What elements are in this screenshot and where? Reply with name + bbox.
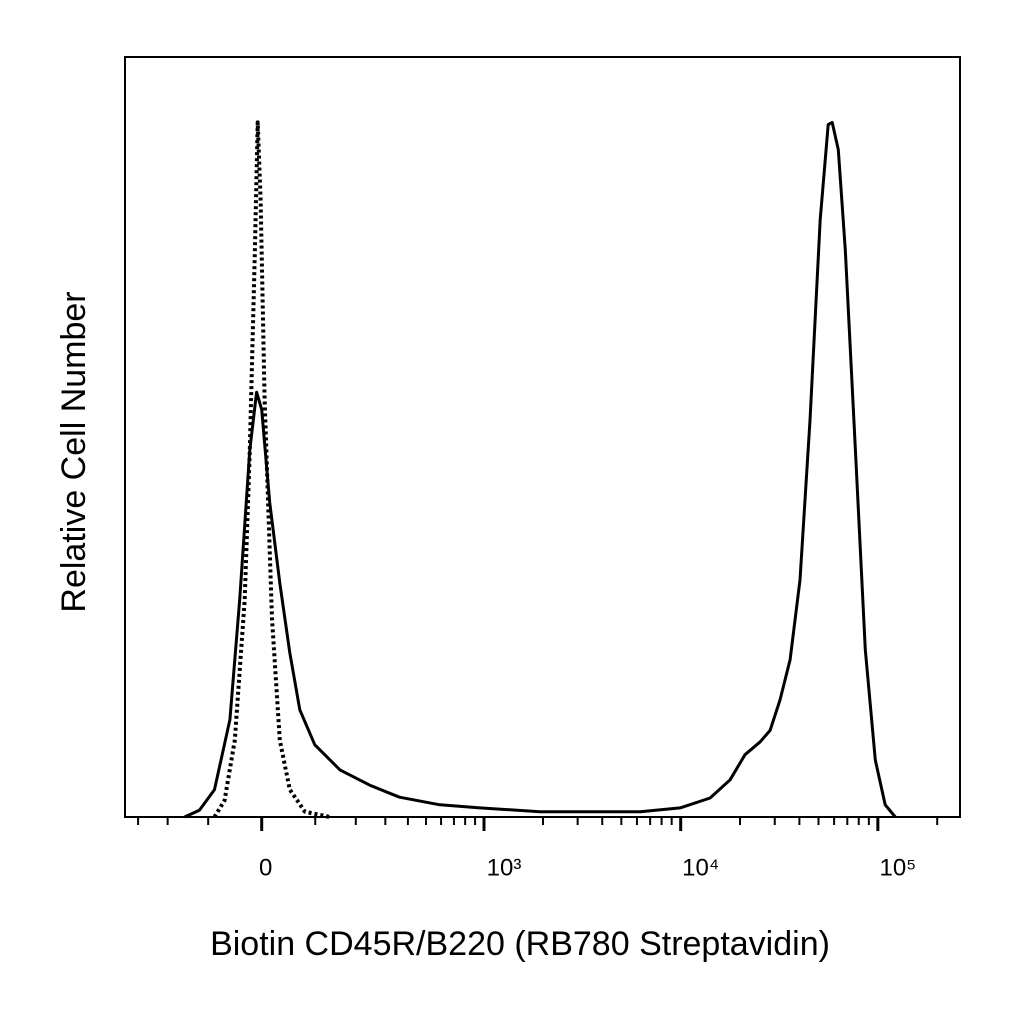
histogram-line (212, 120, 331, 819)
x-tick-label: 10³ (487, 854, 522, 881)
y-axis-label: Relative Cell Number (55, 291, 93, 612)
x-axis-label: Biotin CD45R/B220 (RB780 Streptavidin) (210, 925, 830, 963)
x-tick-label: 10⁵ (880, 854, 917, 881)
x-tick-label: 0 (259, 854, 272, 881)
x-tick-label: 10⁴ (682, 854, 719, 881)
histogram-line (183, 120, 897, 819)
